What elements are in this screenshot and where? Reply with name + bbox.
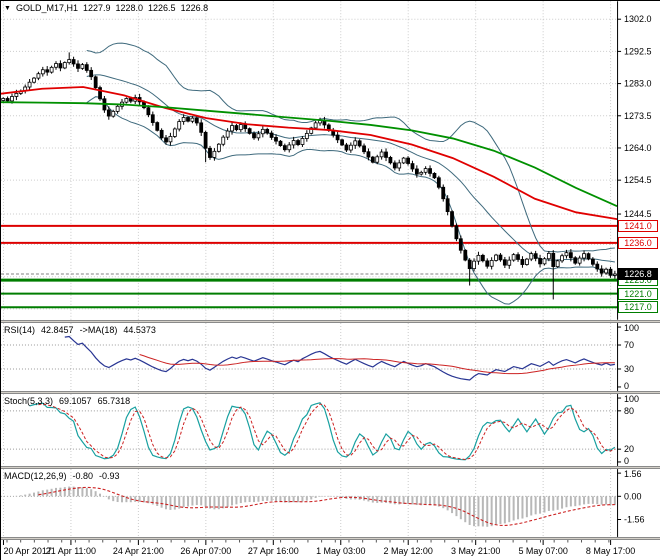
axis-tick-label: 70 (624, 340, 634, 350)
symbol-timeframe-label: GOLD_M17,H1 (15, 3, 78, 13)
chevron-down-icon[interactable]: ▼ (4, 4, 11, 12)
bollinger-lower-band (86, 96, 616, 305)
macd-panel[interactable]: 1.56 0.00 -1.56 MACD(12,26,9) -0.80 -0.93 (1, 469, 660, 537)
rsi-ma-name: ->MA(18) (79, 325, 118, 335)
time-label: 2 May 12:00 (384, 546, 433, 556)
stoch-d-line (38, 403, 616, 460)
time-label: 3 May 21:00 (451, 546, 500, 556)
quote-open: 1227.9 (82, 3, 111, 13)
axis-tick-label: 30 (624, 364, 634, 374)
axis-tick-label: 0 (624, 381, 629, 391)
time-label: 21 Apr 11:00 (46, 546, 96, 556)
macd-label: MACD(12,26,9) -0.80 -0.93 (4, 471, 120, 481)
time-label: 26 Apr 07:00 (180, 546, 231, 556)
axis-tick-label: 100 (624, 323, 639, 333)
axis-tick-label: 1254.5 (624, 175, 651, 185)
macd-signal-line (38, 486, 615, 527)
macd-main-value: -0.80 (72, 471, 94, 481)
stoch-k-value: 69.1057 (59, 396, 92, 406)
rsi-line (64, 335, 615, 381)
quote-close: 1226.8 (180, 3, 209, 13)
rsi-value: 42.8457 (41, 325, 74, 335)
axis-tick-label: 1.56 (624, 469, 641, 479)
panel-divider[interactable] (1, 391, 660, 394)
axis-tick-label: 1283.0 (624, 79, 651, 89)
quote-low: 1226.5 (148, 3, 176, 13)
price-level-tag: 1241.0 (618, 219, 658, 232)
current-price-tag: 1226.8 (618, 268, 658, 281)
time-label: 24 Apr 21:00 (113, 546, 164, 556)
axis-tick-label: 1292.5 (624, 46, 651, 56)
time-label: 27 Apr 16:00 (248, 546, 299, 556)
macd-indicator-name: MACD(12,26,9) (4, 471, 67, 481)
panel-divider[interactable] (1, 320, 660, 323)
quote-high: 1228.0 (115, 3, 144, 13)
axis-tick-label: -1.56 (624, 514, 644, 524)
time-label: 1 May 03:00 (316, 546, 365, 556)
rsi-label: RSI(14) 42.8457 ->MA(18) 44.5373 (4, 325, 156, 335)
candlestick-chart-svg[interactable]: 1302.0 1292.5 1283.0 1273.5 1264.0 1254.5 1244… (1, 1, 660, 320)
panel-divider[interactable] (1, 537, 660, 540)
main-chart-panel[interactable]: 1302.0 1292.5 1283.0 1273.5 1264.0 1254.5 1244… (1, 1, 660, 320)
axis-tick-label: 100 (624, 394, 639, 404)
stochastic-label: Stoch(5,3,3) 69.1057 65.7318 (4, 396, 130, 406)
rsi-panel[interactable]: 100 70 30 0 RSI(14) 42.8457 ->MA(18) 44.537… (1, 323, 660, 391)
stochastic-panel[interactable]: 100 80 20 0 Stoch(5,3,3) 69.1057 65.7318 (1, 394, 660, 466)
macd-signal-value: -0.93 (99, 471, 120, 481)
axis-tick-label: 80 (624, 406, 634, 416)
time-label: 8 May 17:00 (586, 546, 635, 556)
stoch-k-line (29, 402, 616, 461)
candlestick-series (1, 52, 617, 300)
rsi-ma-line (139, 354, 615, 375)
price-level-tag: 1221.0 (618, 287, 658, 300)
macd-histogram (6, 486, 616, 527)
axis-tick-label: 20 (624, 444, 634, 454)
time-label: 20 Apr 2017 (3, 546, 51, 556)
axis-tick-label: 1273.5 (624, 111, 651, 121)
panel-divider[interactable] (1, 466, 660, 469)
time-label: 5 May 07:00 (518, 546, 567, 556)
macd-chart-svg[interactable]: 1.56 0.00 -1.56 (1, 469, 660, 537)
ma-red-line (1, 86, 618, 220)
axis-tick-label: 0 (624, 456, 629, 466)
stochastic-chart-svg[interactable]: 100 80 20 0 (1, 394, 660, 466)
rsi-chart-svg[interactable]: 100 70 30 0 (1, 323, 660, 391)
ma-green-line (1, 101, 618, 208)
bollinger-upper-band (86, 42, 615, 253)
price-level-tag: 1236.0 (618, 236, 658, 249)
time-axis[interactable]: 20 Apr 2017 21 Apr 11:00 24 Apr 21:00 26 Ap… (1, 540, 660, 560)
axis-tick-label: 1244.5 (624, 209, 651, 219)
rsi-ma-value: 44.5373 (123, 325, 156, 335)
price-level-tag: 1217.0 (618, 301, 658, 314)
chart-header: ▼ GOLD_M17,H1 1227.9 1228.0 1226.5 1226.… (4, 3, 208, 13)
axis-tick-label: 0.00 (624, 491, 641, 501)
axis-tick-label: 1264.0 (624, 143, 651, 153)
axis-tick-label: 1302.0 (624, 14, 651, 24)
stoch-indicator-name: Stoch(5,3,3) (4, 396, 54, 406)
rsi-indicator-name: RSI(14) (4, 325, 36, 335)
stoch-d-value: 65.7318 (97, 396, 131, 406)
bollinger-middle-band (86, 74, 615, 263)
